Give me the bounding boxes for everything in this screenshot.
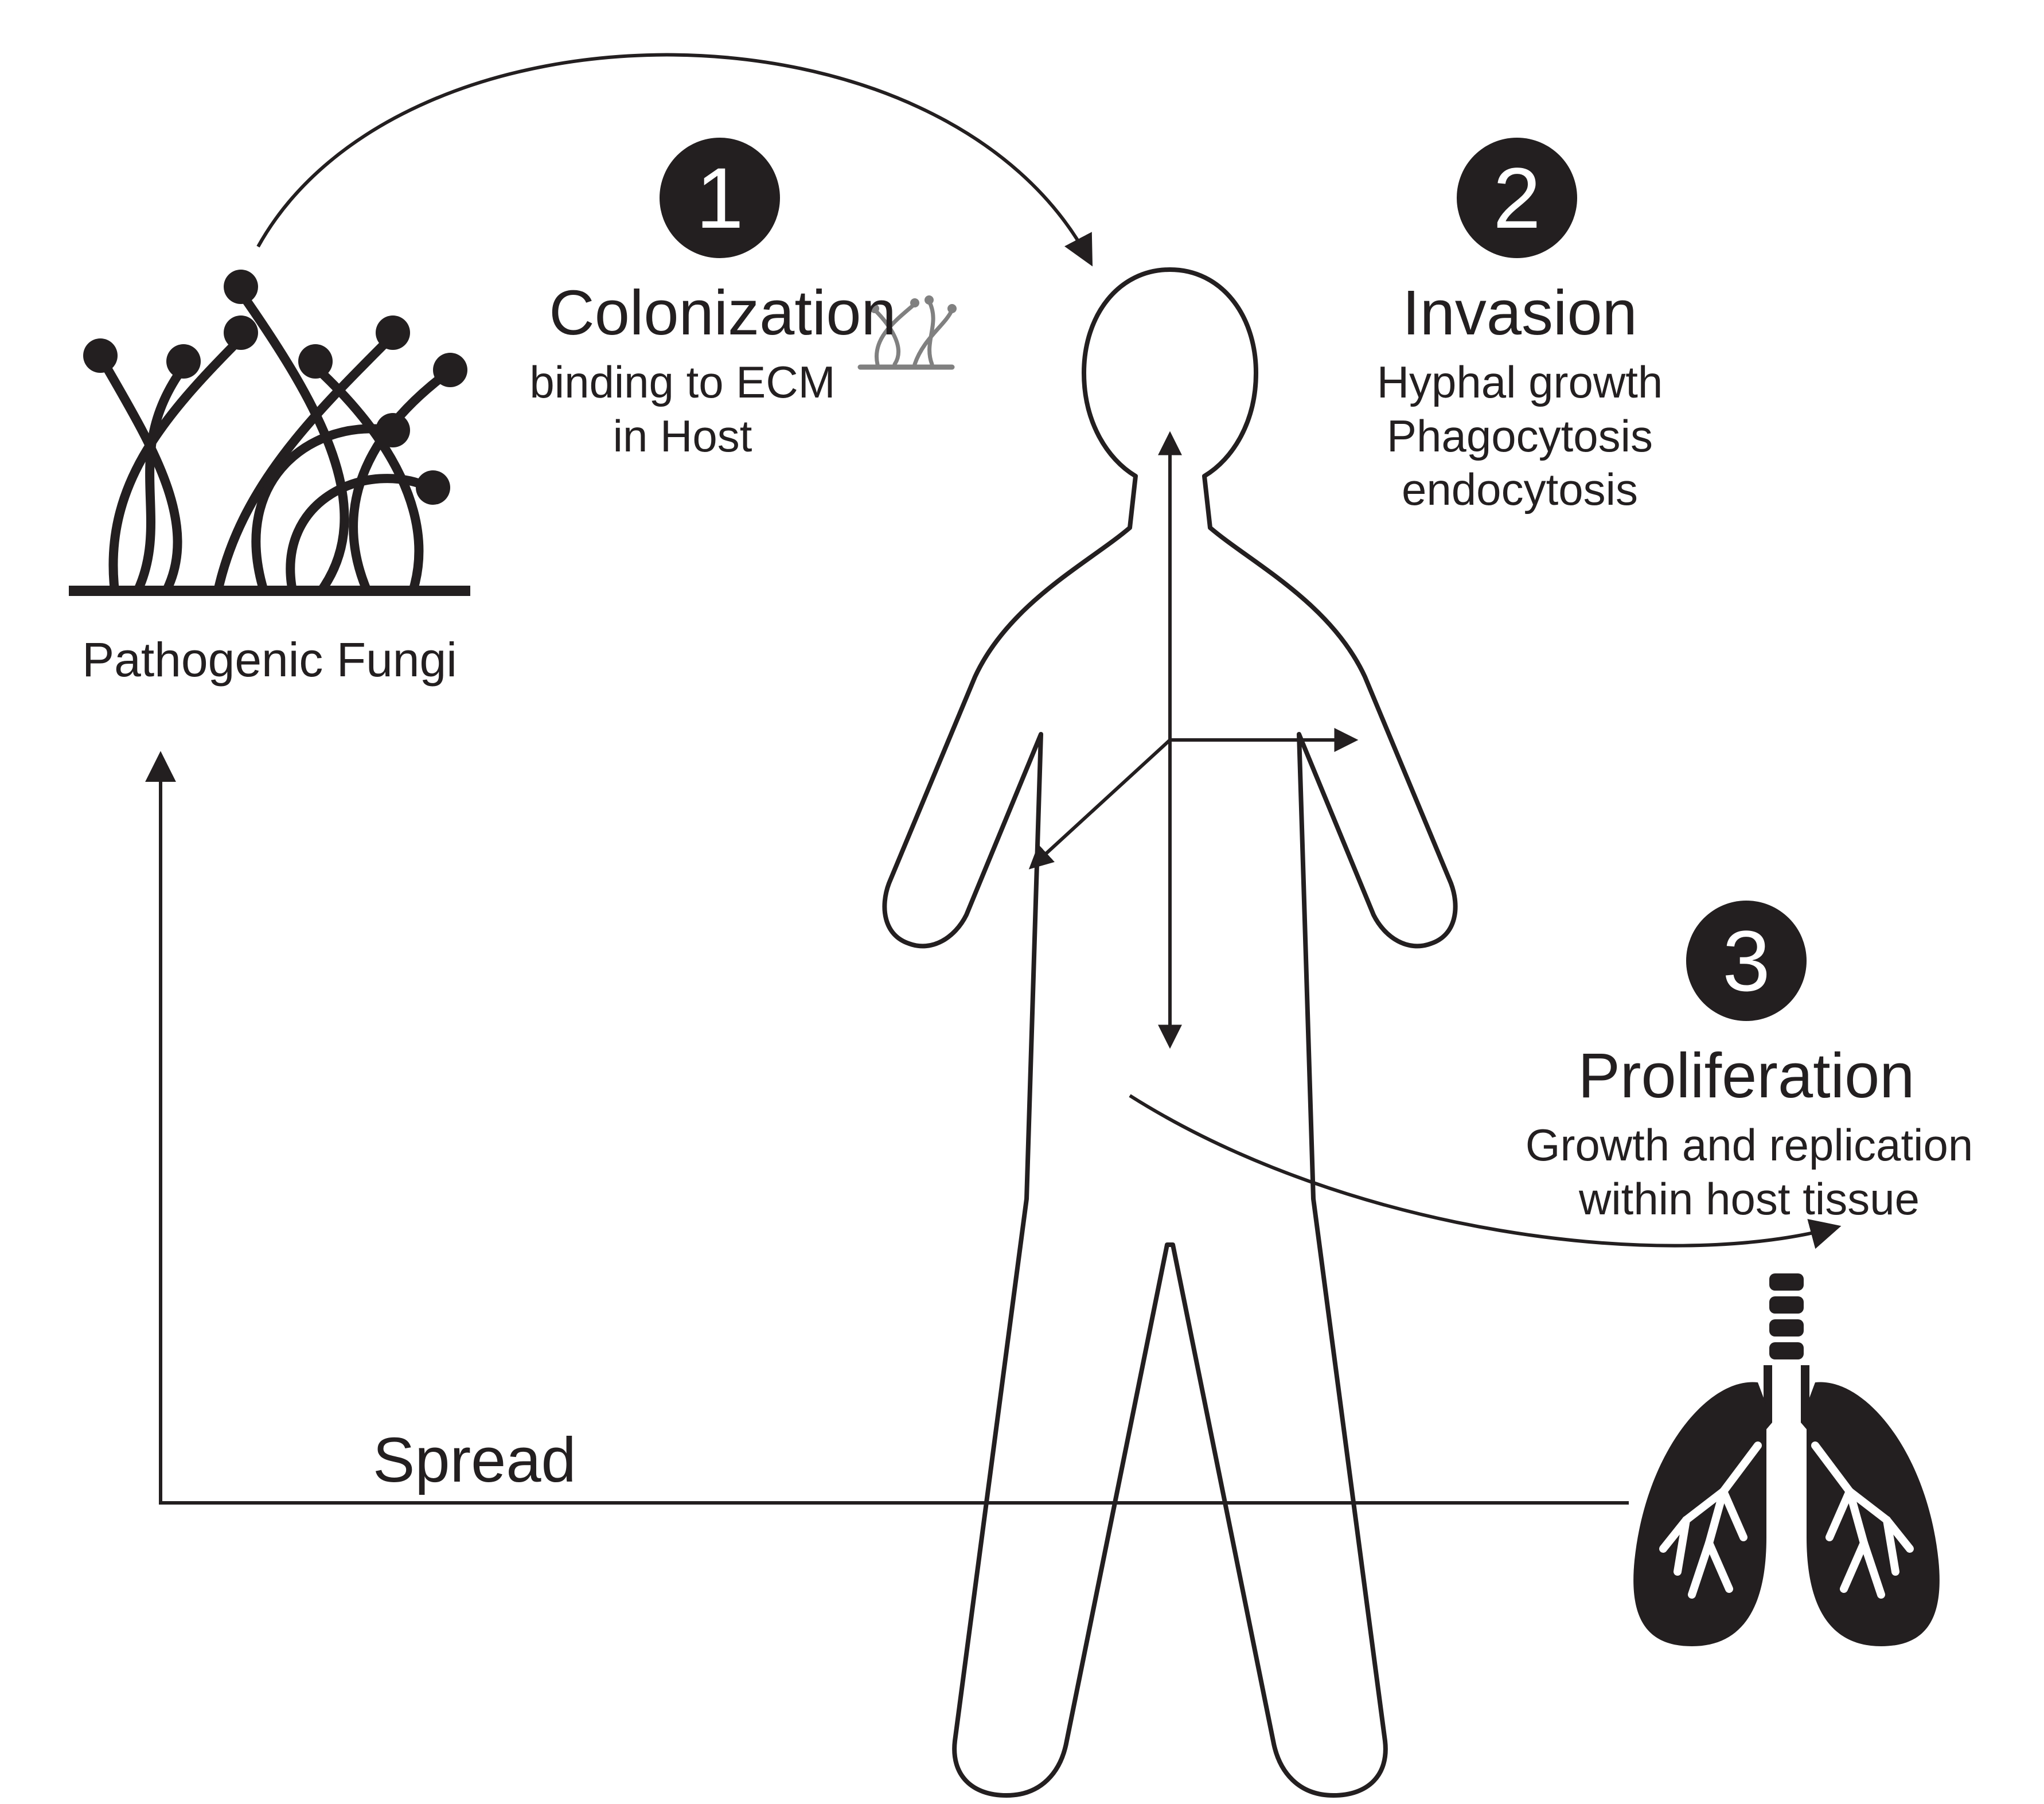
spread-label: Spread [373,1423,660,1498]
fungi-label-text: Pathogenic Fungi [82,633,457,687]
lungs-icon [1633,1273,1940,1646]
step3-desc: Growth and replication within host tissu… [1491,1119,2007,1226]
step3-title-text: Proliferation [1578,1041,1915,1111]
step2-title-text: Invasion [1402,278,1637,348]
badge-3-number: 3 [1722,911,1770,1011]
fungi-label: Pathogenic Fungi [46,631,493,689]
step1-title-text: Colonization [549,278,896,348]
step2-desc-l2: Phagocytosis [1336,410,1703,463]
badge-1: 1 [660,138,780,258]
step2-desc-l1: Hyphal growth [1336,356,1703,410]
step1-desc-l1: binding to ECM [505,356,860,410]
step2-title: Invasion [1359,275,1680,351]
step2-desc: Hyphal growth Phagocytosis endocytosis [1336,356,1703,517]
step2-desc-l3: endocytosis [1336,463,1703,517]
step1-title: Colonization [516,275,929,351]
step1-desc-l2: in Host [505,410,860,463]
fungi-icon [69,270,470,591]
badge-2: 2 [1457,138,1577,258]
badge-1-number: 1 [696,149,743,248]
step3-title: Proliferation [1548,1038,1944,1114]
step3-desc-l1: Growth and replication [1491,1119,2007,1172]
diagram-canvas: 1 2 3 Pathogenic Fungi Colonization bind… [0,0,2044,1804]
step1-desc: binding to ECM in Host [505,356,860,463]
badge-3: 3 [1686,901,1807,1021]
badge-2-number: 2 [1493,149,1540,248]
spread-label-text: Spread [373,1425,576,1495]
step3-desc-l2: within host tissue [1491,1172,2007,1226]
